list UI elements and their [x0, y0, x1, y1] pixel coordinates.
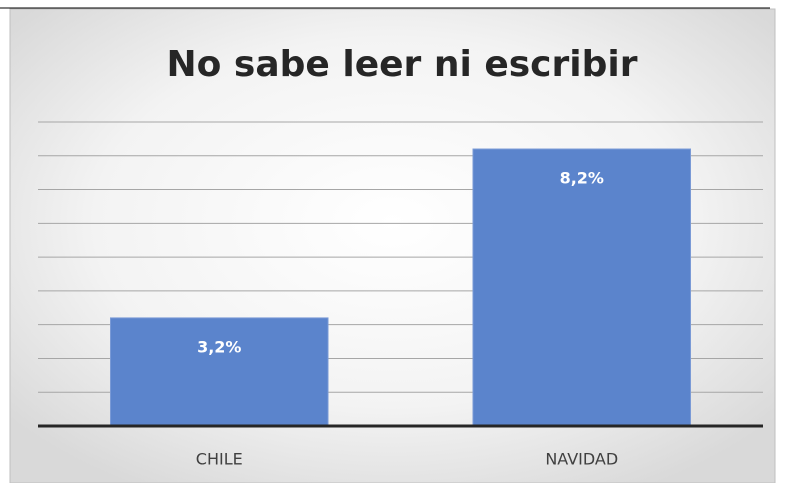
value-label: 3,2% — [197, 337, 241, 356]
value-label: 8,2% — [560, 169, 604, 188]
x-tick-label: NAVIDAD — [545, 450, 618, 469]
bar — [472, 148, 691, 427]
bar — [110, 317, 329, 427]
x-tick-label: CHILE — [196, 450, 243, 469]
chart-title: No sabe leer ni escribir — [167, 44, 638, 85]
